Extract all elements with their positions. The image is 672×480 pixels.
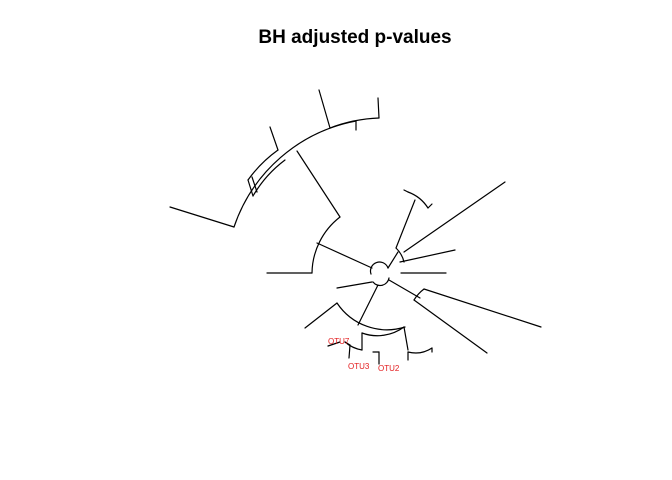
tree-edge: [357, 284, 379, 326]
tree-edge: [423, 288, 542, 328]
tree-edge: [316, 242, 373, 269]
tree-edge: [399, 249, 456, 263]
tree-edge: [251, 176, 258, 193]
tree-edge: [407, 191, 429, 209]
tree-edge: [318, 89, 331, 129]
tree-edge: [327, 341, 341, 347]
tree-edge: [413, 288, 425, 301]
tree-edge: [336, 281, 373, 289]
tree-edge: [304, 302, 338, 329]
tip-label-otu7: OTU7: [328, 337, 350, 346]
tree-edge: [247, 149, 279, 181]
tree-edge: [369, 261, 389, 275]
tree-edge: [403, 189, 409, 193]
plot-title: BH adjusted p-values: [258, 27, 452, 48]
tree-edge: [413, 299, 488, 354]
tree-edge: [395, 199, 416, 249]
tree-edge: [269, 126, 279, 151]
tree-edge: [387, 251, 399, 269]
tree-edge: [336, 302, 406, 331]
tree-edge: [395, 247, 405, 263]
tree-edge: [329, 117, 380, 129]
tree-edge: [377, 97, 380, 119]
tip-label-otu2: OTU2: [378, 364, 400, 373]
tree-edge: [296, 150, 341, 218]
tree-edge: [427, 203, 433, 209]
tree-edge: [403, 181, 506, 253]
tree-edge: [388, 279, 421, 299]
tip-label-otu3: OTU3: [348, 362, 370, 371]
tree-edge: [169, 206, 235, 228]
tree-edge: [311, 216, 341, 274]
tree-edge: [372, 277, 390, 287]
tree-edge: [403, 326, 409, 351]
tree-edge: [407, 347, 433, 354]
tree-edge: [247, 179, 254, 197]
tree-edge: [361, 326, 405, 337]
tree-edge: [252, 159, 286, 197]
tree-edge: [348, 344, 351, 359]
tree-edge: [344, 341, 351, 346]
